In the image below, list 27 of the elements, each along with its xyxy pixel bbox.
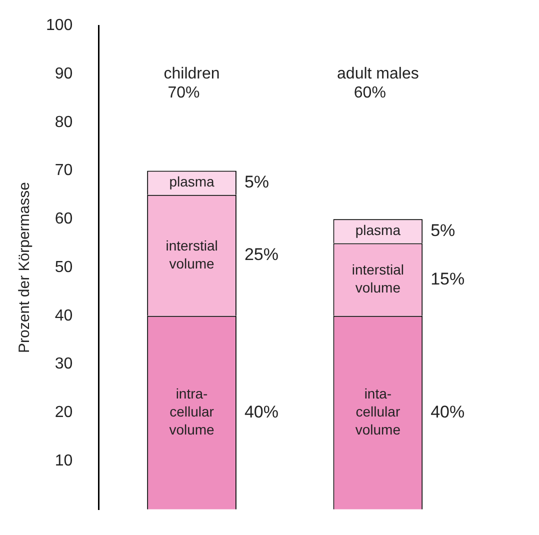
- y-tick-label: 10: [54, 452, 73, 470]
- x-tick-label: adult males: [337, 65, 419, 82]
- y-tick-label: 60: [54, 210, 73, 228]
- annotation: interstial volume: [352, 261, 404, 296]
- annotation: 40%: [430, 402, 465, 422]
- annotation: 40%: [244, 402, 278, 422]
- annotation: 5%: [244, 172, 270, 192]
- annotation: 60%: [354, 84, 386, 102]
- annotation: intra-cellular volume: [169, 386, 215, 438]
- annotation: 5%: [430, 220, 456, 240]
- y-tick-label: 30: [54, 356, 73, 373]
- annotation: plasma: [169, 174, 215, 190]
- y-tick-label: 70: [54, 162, 73, 180]
- y-tick-label: 80: [54, 114, 73, 131]
- y-tick-label: 90: [54, 65, 73, 82]
- y-tick-label: 50: [54, 258, 73, 276]
- annotation: 70%: [168, 84, 200, 102]
- annotation: 25%: [244, 245, 278, 264]
- annotation: 15%: [430, 269, 465, 288]
- annotation: inta-cellular volume: [355, 386, 401, 438]
- y-axis-title: Prozent der Körpermasse: [16, 182, 34, 353]
- y-tick-label: 20: [54, 404, 73, 422]
- x-tick-label: children: [164, 65, 220, 82]
- y-tick-label: 100: [46, 17, 73, 34]
- annotation: plasma: [355, 222, 401, 238]
- annotation: interstial volume: [166, 237, 218, 272]
- y-tick-label: 40: [54, 307, 73, 324]
